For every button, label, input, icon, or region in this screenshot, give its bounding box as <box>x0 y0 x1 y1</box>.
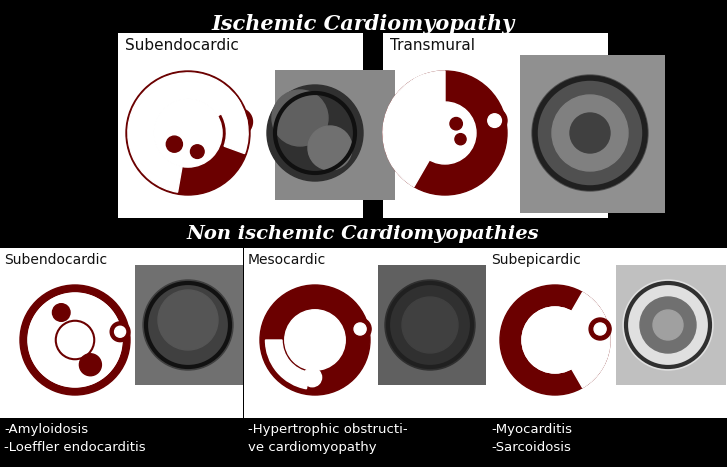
Circle shape <box>111 322 130 342</box>
Bar <box>244 248 487 418</box>
Circle shape <box>589 318 611 340</box>
Circle shape <box>640 297 696 353</box>
Circle shape <box>285 310 345 370</box>
Text: Subepicardic: Subepicardic <box>491 253 581 267</box>
Circle shape <box>126 71 250 195</box>
Circle shape <box>20 285 130 395</box>
Text: Subendocardic: Subendocardic <box>125 38 239 53</box>
Wedge shape <box>265 340 309 389</box>
Bar <box>275 70 395 200</box>
Circle shape <box>383 71 507 195</box>
Circle shape <box>349 318 371 340</box>
Circle shape <box>450 118 462 130</box>
Circle shape <box>522 307 588 373</box>
Wedge shape <box>383 75 445 187</box>
Circle shape <box>303 368 321 387</box>
Circle shape <box>594 323 606 335</box>
Circle shape <box>154 99 222 167</box>
Circle shape <box>570 113 610 153</box>
Circle shape <box>230 114 247 130</box>
Text: -Amyloidosis
-Loeffler endocarditis: -Amyloidosis -Loeffler endocarditis <box>4 423 145 454</box>
Bar <box>135 265 243 385</box>
Circle shape <box>414 102 476 164</box>
Wedge shape <box>20 285 130 395</box>
Circle shape <box>190 145 204 158</box>
Text: Subendocardic: Subendocardic <box>4 253 107 267</box>
Text: Non ischemic Cardiomyopathies: Non ischemic Cardiomyopathies <box>187 225 539 243</box>
Circle shape <box>115 326 126 337</box>
Circle shape <box>225 108 252 135</box>
Text: Ischemic Cardiomyopathy: Ischemic Cardiomyopathy <box>212 14 515 34</box>
Circle shape <box>653 310 683 340</box>
Circle shape <box>260 285 370 395</box>
Circle shape <box>354 323 366 335</box>
Bar <box>118 33 363 218</box>
Circle shape <box>166 136 182 152</box>
Circle shape <box>482 108 507 133</box>
Circle shape <box>623 280 713 370</box>
Circle shape <box>308 126 352 170</box>
Bar <box>378 265 486 385</box>
Bar <box>383 33 608 218</box>
Circle shape <box>532 75 648 191</box>
Bar <box>520 55 665 213</box>
Wedge shape <box>128 73 240 192</box>
Circle shape <box>488 114 502 127</box>
Circle shape <box>385 280 475 370</box>
Circle shape <box>552 95 628 171</box>
Circle shape <box>143 280 233 370</box>
Circle shape <box>28 293 121 387</box>
Wedge shape <box>217 94 248 154</box>
Wedge shape <box>414 71 445 133</box>
Text: Mesocardic: Mesocardic <box>248 253 326 267</box>
Text: -Myocarditis
-Sarcoidosis: -Myocarditis -Sarcoidosis <box>491 423 572 454</box>
Text: Transmural: Transmural <box>390 38 475 53</box>
Text: -Hypertrophic obstructi-
ve cardiomyopathy

-Dilated cardiomyopathy: -Hypertrophic obstructi- ve cardiomyopat… <box>248 423 413 467</box>
Circle shape <box>455 134 466 145</box>
Circle shape <box>500 285 610 395</box>
Circle shape <box>79 354 101 376</box>
Circle shape <box>522 307 588 373</box>
Circle shape <box>52 304 70 321</box>
Circle shape <box>267 85 363 181</box>
Bar <box>0 248 243 418</box>
Bar <box>487 248 727 418</box>
Circle shape <box>402 297 458 353</box>
Circle shape <box>272 90 328 146</box>
Wedge shape <box>555 292 610 388</box>
Bar <box>616 265 726 385</box>
Circle shape <box>158 290 218 350</box>
